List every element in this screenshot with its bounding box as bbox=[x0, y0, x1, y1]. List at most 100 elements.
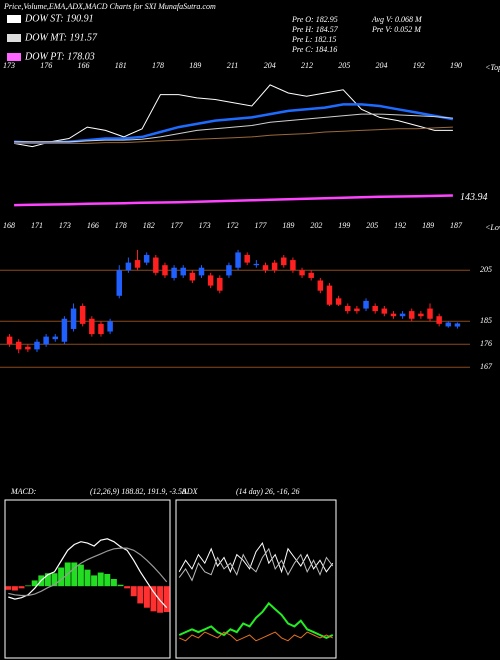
histogram-bar bbox=[11, 586, 18, 591]
candle-body bbox=[290, 260, 296, 271]
histogram-bar bbox=[137, 586, 144, 604]
level-annotation: 182 bbox=[143, 221, 155, 230]
candle-body bbox=[153, 257, 159, 273]
histogram-bar bbox=[77, 564, 84, 587]
level-annotation: 190 bbox=[450, 61, 462, 70]
histogram-bar bbox=[130, 586, 137, 597]
histogram-bar bbox=[150, 586, 157, 612]
candle-body bbox=[345, 306, 351, 312]
histogram-bar bbox=[51, 573, 58, 587]
candle-body bbox=[253, 263, 260, 266]
panel-frame bbox=[175, 499, 337, 659]
histogram-bar bbox=[58, 567, 65, 587]
level-annotation: 211 bbox=[227, 61, 238, 70]
candle-body bbox=[226, 265, 232, 276]
level-annotation: 173 bbox=[199, 221, 211, 230]
level-annotation: 172 bbox=[227, 221, 239, 230]
level-annotation: 187 bbox=[450, 221, 463, 230]
level-annotation: 176 bbox=[40, 61, 52, 70]
candle-body bbox=[79, 306, 86, 324]
candle-body bbox=[271, 262, 278, 271]
candle-body bbox=[189, 272, 196, 281]
series-line bbox=[14, 103, 454, 144]
level-annotation: 189 bbox=[282, 221, 294, 230]
candle-body bbox=[326, 285, 333, 305]
panel-title: ADX bbox=[181, 487, 199, 496]
candle-body bbox=[6, 336, 13, 345]
candle-body bbox=[418, 313, 424, 317]
candle-body bbox=[171, 267, 177, 278]
candle-body bbox=[408, 311, 415, 319]
corner-label: <Low bbox=[485, 223, 500, 232]
level-annotation: 166 bbox=[87, 221, 99, 230]
info-text: Pre V: 0.052 M bbox=[371, 25, 422, 34]
y-tick-label: 167 bbox=[480, 362, 493, 371]
series-line bbox=[178, 542, 334, 574]
level-annotation: 177 bbox=[171, 221, 184, 230]
series-line bbox=[14, 194, 453, 207]
candle-body bbox=[299, 270, 305, 276]
legend-label: DOW MT: 191.57 bbox=[24, 32, 98, 43]
series-line bbox=[8, 538, 168, 609]
level-annotation: 166 bbox=[78, 61, 90, 70]
candle-body bbox=[399, 313, 406, 317]
candle-body bbox=[445, 322, 452, 327]
legend-label: DOW ST: 190.91 bbox=[24, 13, 94, 24]
histogram-bar bbox=[91, 575, 98, 587]
series-line bbox=[14, 126, 453, 144]
corner-label: <Top bbox=[485, 63, 500, 72]
candle-body bbox=[15, 341, 22, 350]
candle-body bbox=[390, 313, 397, 317]
candle-body bbox=[244, 254, 250, 263]
level-annotation: 192 bbox=[394, 221, 406, 230]
level-annotation: 205 bbox=[338, 61, 350, 70]
level-annotation: 205 bbox=[366, 221, 378, 230]
candle-body bbox=[262, 265, 269, 271]
histogram-bar bbox=[84, 569, 91, 587]
series-line bbox=[178, 547, 334, 582]
candle-body bbox=[198, 267, 205, 276]
candle-body bbox=[98, 323, 104, 335]
candle-body bbox=[281, 257, 287, 266]
level-annotation: 171 bbox=[31, 221, 43, 230]
legend-swatch bbox=[7, 15, 21, 23]
info-text: Pre H: 184.57 bbox=[291, 25, 339, 34]
candle-body bbox=[354, 308, 360, 312]
legend-swatch bbox=[7, 53, 21, 61]
candle-body bbox=[34, 341, 40, 350]
level-annotation: 173 bbox=[3, 61, 15, 70]
level-annotation: 212 bbox=[301, 61, 313, 70]
y-tick-label: 176 bbox=[480, 339, 492, 348]
series-line bbox=[14, 84, 453, 148]
candle-body bbox=[217, 277, 223, 291]
level-annotation: 177 bbox=[254, 221, 267, 230]
legend-swatch bbox=[7, 34, 21, 42]
candle-body bbox=[25, 346, 31, 350]
candle-body bbox=[43, 336, 49, 345]
histogram-bar bbox=[163, 586, 170, 613]
info-text: Pre L: 182.15 bbox=[291, 35, 336, 44]
candle-body bbox=[107, 321, 113, 332]
candle-body bbox=[335, 298, 342, 305]
series-line bbox=[14, 113, 453, 143]
histogram-bar bbox=[143, 586, 150, 608]
candle-body bbox=[180, 267, 186, 276]
series-line bbox=[8, 547, 168, 597]
histogram-bar bbox=[104, 573, 111, 587]
histogram-bar bbox=[18, 586, 25, 589]
page-title: Price,Volume,EMA,ADX,MACD Charts for SXI… bbox=[3, 2, 216, 11]
candle-body bbox=[436, 316, 442, 324]
level-annotation: 189 bbox=[189, 61, 201, 70]
histogram-bar bbox=[110, 579, 117, 587]
level-annotation: 189 bbox=[422, 221, 434, 230]
level-annotation: 204 bbox=[376, 61, 388, 70]
candle-body bbox=[52, 336, 59, 340]
level-annotation: 192 bbox=[413, 61, 425, 70]
candle-body bbox=[207, 275, 214, 286]
series-line bbox=[178, 631, 334, 642]
level-annotation: 178 bbox=[115, 221, 127, 230]
level-annotation: 173 bbox=[59, 221, 71, 230]
legend-label: DOW PT: 178.03 bbox=[24, 51, 95, 62]
level-annotation: 202 bbox=[310, 221, 322, 230]
